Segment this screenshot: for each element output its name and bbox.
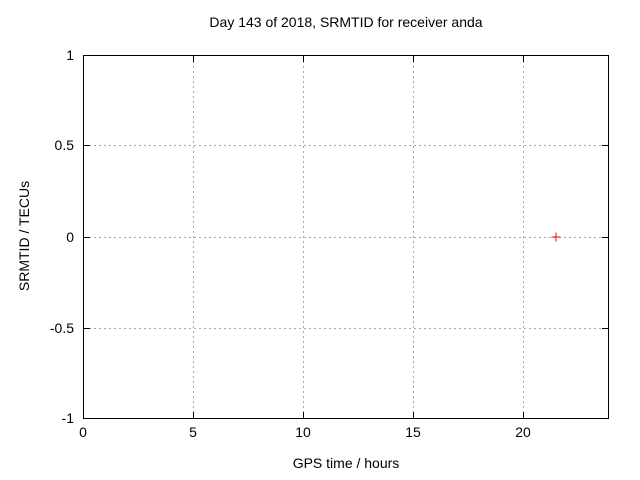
y-tick-label: 0.5	[54, 137, 74, 153]
x-tick-label: 5	[189, 424, 197, 440]
x-tick-mark-mirror	[523, 56, 524, 62]
y-gridline	[84, 145, 608, 146]
y-tick-mark	[84, 328, 90, 329]
x-tick-mark-mirror	[413, 56, 414, 62]
x-tick-label: 0	[79, 424, 87, 440]
y-gridline	[84, 237, 608, 238]
x-tick-mark	[303, 412, 304, 418]
x-axis-label: GPS time / hours	[292, 455, 400, 471]
y-tick-mark-mirror	[602, 145, 608, 146]
y-tick-mark-mirror	[602, 237, 608, 238]
y-tick-mark	[84, 237, 90, 238]
chart-title: Day 143 of 2018, SRMTID for receiver and…	[209, 14, 483, 30]
y-tick-mark	[84, 145, 90, 146]
data-point-marker	[551, 232, 561, 242]
x-tick-mark	[523, 412, 524, 418]
x-tick-label: 10	[295, 424, 311, 440]
y-tick-label: -1	[61, 410, 74, 426]
y-tick-label: -0.5	[49, 320, 74, 336]
x-tick-mark-mirror	[303, 56, 304, 62]
x-tick-label: 15	[405, 424, 421, 440]
x-tick-mark-mirror	[193, 56, 194, 62]
x-tick-mark	[413, 412, 414, 418]
y-tick-label: 0	[66, 229, 74, 245]
plot-area	[83, 55, 609, 419]
y-gridline	[84, 328, 608, 329]
y-tick-label: 1	[66, 47, 74, 63]
x-tick-mark	[193, 412, 194, 418]
x-tick-label: 20	[515, 424, 531, 440]
y-tick-mark-mirror	[602, 328, 608, 329]
